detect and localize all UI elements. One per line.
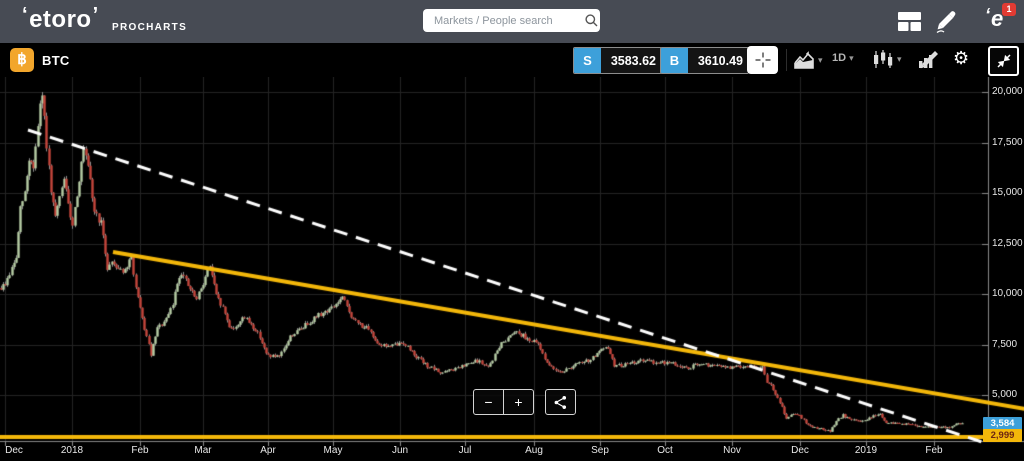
- x-axis-label: Feb: [925, 445, 943, 456]
- procharts-label: PROCHARTS: [112, 22, 188, 33]
- search-box[interactable]: [423, 9, 600, 32]
- share-button[interactable]: [545, 389, 576, 415]
- price-tag: 2,999: [983, 428, 1022, 442]
- chart-type-button[interactable]: ▾: [794, 51, 823, 69]
- forecast-tool-button[interactable]: [917, 49, 939, 69]
- x-axis-label: Apr: [260, 445, 276, 456]
- y-axis-label: 12,500: [992, 237, 1023, 249]
- draw-pencil-icon[interactable]: [933, 8, 959, 35]
- forecast-pencil-icon: [919, 51, 938, 69]
- etoro-logo[interactable]: etoro: [22, 6, 99, 34]
- buy-label[interactable]: B: [661, 48, 688, 73]
- crosshair-tool-button[interactable]: [747, 46, 778, 74]
- x-axis-label: Jul: [458, 445, 472, 456]
- x-axis-label: Aug: [525, 445, 543, 456]
- chevron-down-icon: ▾: [849, 52, 854, 63]
- x-axis-label: Nov: [723, 445, 741, 456]
- price-tag: 3,584: [983, 417, 1022, 431]
- area-chart-icon: [794, 51, 814, 69]
- x-axis-label: May: [323, 445, 343, 456]
- y-axis-label: 20,000: [992, 86, 1023, 97]
- share-icon: [554, 395, 567, 409]
- candlestick-icon: [874, 50, 893, 68]
- sell-price: 3583.62: [601, 48, 661, 73]
- chart-region: 20,000 17,500 15,000 12,500 10,000 7,500 5,000…: [0, 77, 1024, 461]
- x-axis-label: Jun: [391, 445, 409, 456]
- chevron-down-icon: ▾: [818, 54, 823, 65]
- search-input[interactable]: [432, 13, 582, 28]
- interval-label: 1D: [832, 52, 847, 64]
- symbol-toolbar: ฿ BTC S 3583.62 B 3610.49 ▾ 1D ▾: [0, 43, 1024, 77]
- y-axis-label: 10,000: [992, 288, 1023, 299]
- zoom-out-button[interactable]: −: [484, 394, 493, 410]
- layout-grid-icon[interactable]: [897, 11, 922, 32]
- x-axis-label: 2018: [60, 445, 84, 456]
- bitcoin-icon: ฿: [10, 48, 34, 72]
- settings-button[interactable]: ⚙: [953, 48, 969, 69]
- zoom-controls: − +: [473, 389, 576, 415]
- x-axis-label: Dec: [5, 445, 23, 456]
- x-axis-label: Feb: [131, 445, 149, 456]
- candle-style-button[interactable]: ▾: [872, 49, 902, 69]
- zoom-button-group: − +: [473, 389, 534, 415]
- y-axis-label: 17,500: [992, 136, 1023, 148]
- zoom-in-button[interactable]: +: [503, 390, 533, 414]
- y-axis-label: 15,000: [992, 187, 1023, 198]
- x-axis-label: Dec: [791, 445, 809, 456]
- symbol-name: BTC: [42, 53, 70, 68]
- top-bar: etoro PROCHARTS e 1: [0, 0, 1024, 43]
- sell-button[interactable]: S 3583.62: [573, 47, 662, 74]
- y-axis-label: 5,000: [992, 389, 1018, 400]
- x-axis-label: Sep: [591, 445, 609, 456]
- notification-badge[interactable]: 1: [1002, 3, 1016, 16]
- toolbar-divider: [786, 49, 787, 71]
- crosshair-icon: [755, 52, 770, 68]
- etoro-e-icon[interactable]: e: [985, 6, 1003, 32]
- gear-icon: ⚙: [953, 48, 970, 68]
- collapse-arrows-icon: [996, 54, 1011, 68]
- x-axis-label: Mar: [194, 445, 212, 456]
- x-axis-label: 2019: [854, 445, 878, 456]
- sell-label[interactable]: S: [574, 48, 601, 73]
- buy-price: 3610.49: [688, 48, 748, 73]
- buy-button[interactable]: B 3610.49: [660, 47, 749, 74]
- search-icon: [585, 14, 598, 27]
- y-axis-label: 7,500: [992, 338, 1018, 350]
- interval-button[interactable]: 1D ▾: [832, 52, 854, 64]
- x-axis-label: Oct: [657, 445, 673, 456]
- collapse-chart-button[interactable]: [988, 46, 1019, 76]
- chevron-down-icon: ▾: [897, 53, 902, 64]
